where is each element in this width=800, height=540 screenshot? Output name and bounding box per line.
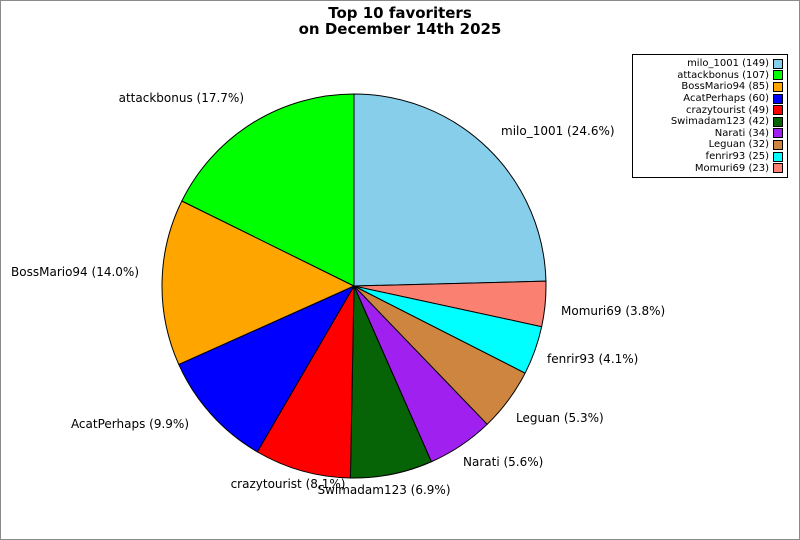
legend-item-milo_1001: milo_1001 (149) xyxy=(637,58,783,70)
legend-item-Leguan: Leguan (32) xyxy=(637,139,783,151)
legend-item-crazytourist: crazytourist (49) xyxy=(637,104,783,116)
pie-label-Swimadam123: Swimadam123 (6.9%) xyxy=(317,483,451,497)
legend-color-swatch xyxy=(773,128,783,139)
legend-color-swatch xyxy=(773,93,783,104)
legend-item-Momuri69: Momuri69 (23) xyxy=(637,162,783,174)
legend-item-fenrir93: fenrir93 (25) xyxy=(637,151,783,163)
legend-item-label: crazytourist (49) xyxy=(685,104,769,116)
legend-item-label: fenrir93 (25) xyxy=(705,151,769,163)
legend-item-label: AcatPerhaps (60) xyxy=(683,93,769,105)
pie-label-AcatPerhaps: AcatPerhaps (9.9%) xyxy=(70,417,189,431)
chart-title-line-2: on December 14th 2025 xyxy=(298,20,502,38)
pie-slice-AcatPerhaps xyxy=(178,285,355,453)
pie-label-Momuri69: Momuri69 (3.8%) xyxy=(561,304,666,318)
legend-color-swatch xyxy=(773,116,783,127)
pie-label-BossMario94: BossMario94 (14.0%) xyxy=(11,265,139,279)
pie-slice-BossMario94 xyxy=(161,200,355,365)
legend-item-label: Leguan (32) xyxy=(708,139,769,151)
pie-slice-attackbonus xyxy=(181,93,355,287)
legend-color-swatch xyxy=(773,151,783,162)
legend-color-swatch xyxy=(773,58,783,69)
legend-item-label: BossMario94 (85) xyxy=(681,81,769,93)
pie-label-milo_1001: milo_1001 (24.6%) xyxy=(501,124,615,138)
legend-item-label: Narati (34) xyxy=(714,127,769,139)
legend-color-swatch xyxy=(773,139,783,150)
pie-label-crazytourist: crazytourist (8.1%) xyxy=(230,477,346,491)
legend-item-BossMario94: BossMario94 (85) xyxy=(637,81,783,93)
legend-color-swatch xyxy=(773,105,783,116)
pie-label-Narati: Narati (5.6%) xyxy=(463,455,544,469)
legend-item-label: Momuri69 (23) xyxy=(694,162,769,174)
pie-label-fenrir93: fenrir93 (4.1%) xyxy=(547,352,639,366)
legend: milo_1001 (149) attackbonus (107) BossMari… xyxy=(632,54,788,178)
legend-item-label: milo_1001 (149) xyxy=(687,58,769,70)
legend-color-swatch xyxy=(773,81,783,92)
legend-item-Narati: Narati (34) xyxy=(637,128,783,140)
pie-slice-milo_1001 xyxy=(353,93,547,287)
legend-item-label: Swimadam123 (42) xyxy=(670,116,769,128)
chart-title: Top 10 favoriters on December 14th 2025 xyxy=(1,5,799,37)
pie-slice-crazytourist xyxy=(256,285,355,479)
chart-title-line-1: Top 10 favoriters xyxy=(328,4,472,22)
legend-color-swatch xyxy=(773,163,783,174)
pie-label-attackbonus: attackbonus (17.7%) xyxy=(118,91,244,105)
legend-item-label: attackbonus (107) xyxy=(677,69,769,81)
legend-item-AcatPerhaps: AcatPerhaps (60) xyxy=(637,93,783,105)
legend-item-attackbonus: attackbonus (107) xyxy=(637,70,783,82)
legend-color-swatch xyxy=(773,70,783,81)
legend-item-Swimadam123: Swimadam123 (42) xyxy=(637,116,783,128)
pie-label-Leguan: Leguan (5.3%) xyxy=(516,411,604,425)
